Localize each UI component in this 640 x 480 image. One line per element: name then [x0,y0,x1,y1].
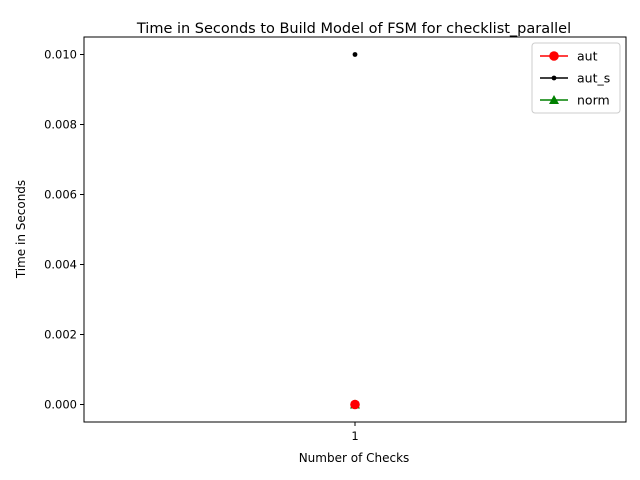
y-axis: 0.000 0.002 0.004 0.006 0.008 0.010 [44,48,84,412]
legend-label: aut [577,49,598,64]
data-point [352,52,358,57]
y-tick-label: 0.006 [44,188,77,202]
series-aut [350,399,360,410]
data-point [350,399,360,410]
y-tick-label: 0.000 [44,398,77,412]
legend-item-aut: aut [540,49,598,64]
legend-marker [549,51,559,61]
y-tick-label: 0.008 [44,118,77,132]
x-axis: 1 [351,422,359,443]
x-axis-label: Number of Checks [299,451,410,465]
y-axis-label: Time in Seconds [14,180,28,279]
legend-label: aut_s [577,71,610,86]
x-tick-label: 1 [351,429,358,443]
y-tick-label: 0.002 [44,328,77,342]
y-tick-label: 0.010 [44,48,77,62]
chart-title: Time in Seconds to Build Model of FSM fo… [136,21,571,37]
legend-marker [549,95,559,104]
legend-marker [551,75,557,81]
series-layer [350,52,360,410]
legend-item-aut-s: aut_s [540,71,610,86]
legend-label: norm [577,93,610,108]
legend-item-norm: norm [540,93,610,108]
y-tick-label: 0.004 [44,258,77,272]
series-aut-s [352,52,358,57]
